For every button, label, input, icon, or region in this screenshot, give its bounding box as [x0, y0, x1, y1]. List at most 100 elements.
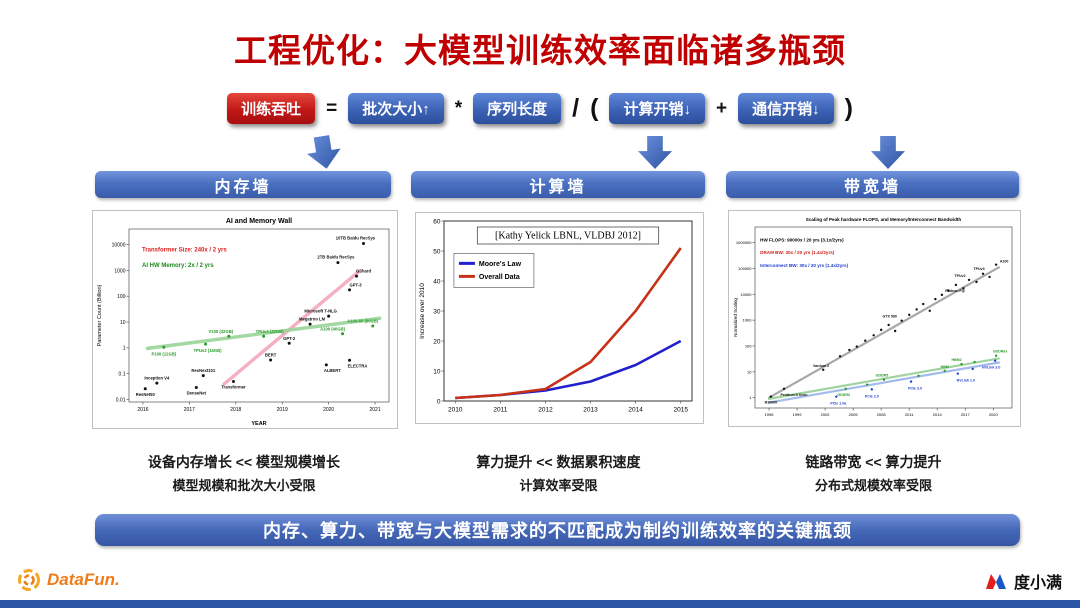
- svg-text:1999: 1999: [793, 412, 803, 417]
- svg-text:2014: 2014: [933, 412, 943, 417]
- svg-text:Transformer Size: 240x / 2 yrs: Transformer Size: 240x / 2 yrs: [142, 247, 227, 253]
- formula-row: 训练吞吐 = 批次大小↑ * 序列长度 / ( 计算开销↓ + 通信开销↓ ): [0, 93, 1080, 124]
- svg-text:TPUv3: TPUv3: [973, 267, 984, 271]
- svg-text:2012: 2012: [538, 407, 553, 414]
- svg-text:1000000: 1000000: [736, 240, 752, 245]
- datafun-logo: DataFun.: [16, 567, 120, 593]
- section-header-memory-wall: 内存墙: [95, 171, 391, 198]
- svg-text:60: 60: [433, 218, 441, 225]
- caption-memory-line2: 模型规模和批次大小受限: [172, 478, 316, 493]
- conclusion-banner: 内存、算力、带宽与大模型需求的不匹配成为制约训练效率的关键瓶颈: [95, 514, 1020, 546]
- svg-text:10000: 10000: [112, 242, 126, 248]
- svg-text:TPUv2: TPUv2: [954, 274, 965, 278]
- svg-text:Microsoft T-NLG: Microsoft T-NLG: [304, 309, 337, 314]
- svg-text:20: 20: [433, 338, 441, 345]
- svg-text:NVLink 3.0: NVLink 3.0: [982, 366, 1000, 370]
- duxiaoman-logo: 度小满: [984, 569, 1062, 593]
- svg-text:PCIe 1.0a: PCIe 1.0a: [830, 402, 847, 406]
- svg-text:HBM: HBM: [941, 365, 949, 369]
- svg-text:2013: 2013: [583, 407, 598, 414]
- svg-text:ResNext101: ResNext101: [191, 368, 215, 373]
- svg-text:2015: 2015: [673, 407, 688, 414]
- svg-text:[Kathy Yelick LBNL, VLDBJ 2012: [Kathy Yelick LBNL, VLDBJ 2012]: [495, 231, 641, 242]
- svg-text:Overall Data: Overall Data: [479, 274, 520, 281]
- caption-compute-wall: 算力提升 << 数据累积速度 计算效率受限: [415, 452, 702, 494]
- compute-wall-figure: 2010 2011 2012 2013 2014 2015 0 10 20 30 40 50 60 Inc…: [415, 212, 704, 424]
- duxiaoman-logo-icon: [985, 574, 1006, 589]
- down-arrow-memory-icon: [305, 134, 344, 172]
- svg-text:10TB Baidu RecSys: 10TB Baidu RecSys: [336, 235, 376, 240]
- op-divide: /: [572, 94, 580, 122]
- svg-text:2020: 2020: [989, 412, 999, 417]
- svg-text:Inception V4: Inception V4: [144, 376, 170, 381]
- svg-text:GDDR5: GDDR5: [876, 374, 889, 378]
- svg-text:Megatron LM: Megatron LM: [299, 317, 326, 322]
- svg-text:V100 (32GB): V100 (32GB): [208, 329, 233, 334]
- svg-text:30: 30: [433, 308, 441, 315]
- svg-text:2011: 2011: [905, 412, 914, 417]
- badge-sequence-length: 序列长度: [473, 93, 562, 124]
- svg-text:HBM2: HBM2: [951, 358, 961, 362]
- svg-text:A100: A100: [1000, 260, 1009, 264]
- svg-text:10: 10: [120, 320, 126, 326]
- svg-text:P100 (12GB): P100 (12GB): [151, 351, 176, 356]
- svg-text:Increase over 2010: Increase over 2010: [419, 283, 426, 339]
- svg-text:PCIe 3.0: PCIe 3.0: [908, 387, 922, 391]
- svg-text:2016: 2016: [137, 407, 148, 413]
- svg-text:0: 0: [437, 398, 441, 405]
- svg-text:0.01: 0.01: [116, 397, 126, 403]
- section-header-compute-wall: 计算墙: [411, 171, 705, 198]
- svg-text:1000: 1000: [743, 318, 753, 323]
- svg-text:10: 10: [433, 368, 441, 375]
- svg-text:Itanium 2: Itanium 2: [813, 364, 829, 368]
- svg-text:Transformer: Transformer: [221, 384, 246, 389]
- svg-text:100000: 100000: [738, 266, 752, 271]
- caption-compute-line2: 计算效率受限: [519, 478, 598, 493]
- svg-text:GTX 580: GTX 580: [883, 315, 897, 319]
- badge-train-throughput: 训练吞吐: [227, 93, 316, 124]
- badge-compute-overhead: 计算开销↓: [609, 93, 705, 124]
- svg-text:DRAM BW: 30x / 20 yrs (1.4x/2: DRAM BW: 30x / 20 yrs (1.4x/2yrs): [760, 250, 835, 255]
- svg-text:AI and Memory Wall: AI and Memory Wall: [226, 218, 292, 225]
- op-close-paren: ): [844, 94, 853, 122]
- svg-text:2002: 2002: [821, 412, 831, 417]
- op-open-paren: (: [590, 94, 599, 122]
- svg-text:DenseNet: DenseNet: [187, 391, 207, 396]
- svg-text:GDDR6x: GDDR6x: [993, 350, 1008, 354]
- down-arrow-compute-icon: [638, 136, 672, 169]
- datafun-logo-text: DataFun.: [47, 570, 120, 589]
- svg-text:2021: 2021: [370, 407, 381, 413]
- svg-text:2018: 2018: [230, 407, 241, 413]
- svg-text:1000: 1000: [114, 268, 125, 274]
- duxiaoman-logo-text: 度小满: [1013, 575, 1062, 592]
- svg-text:AI HW Memory: 2x / 2 yrs: AI HW Memory: 2x / 2 yrs: [142, 263, 214, 269]
- svg-text:BERT: BERT: [265, 352, 277, 357]
- svg-text:100: 100: [117, 294, 126, 300]
- svg-text:2011: 2011: [493, 407, 507, 414]
- bandwidth-wall-figure: Scaling of Peak hardware FLOPS, and Memo…: [728, 210, 1021, 427]
- caption-memory-wall: 设备内存增长 << 模型规模增长 模型规模和批次大小受限: [92, 452, 396, 494]
- svg-text:100: 100: [745, 344, 752, 349]
- svg-text:HW FLOPS: 90000x / 20 yrs (3.: HW FLOPS: 90000x / 20 yrs (3.1x/2yrs): [760, 237, 844, 242]
- svg-text:2017: 2017: [184, 407, 195, 413]
- datafun-logo-icon: [18, 569, 40, 591]
- svg-text:2020: 2020: [323, 407, 334, 413]
- compute-wall-chart: 2010 2011 2012 2013 2014 2015 0 10 20 30 40 50 60 Inc…: [416, 213, 703, 423]
- op-multiply: *: [454, 97, 463, 119]
- svg-text:A100 (40GB): A100 (40GB): [320, 326, 346, 331]
- badge-communication-overhead: 通信开销↓: [738, 93, 834, 124]
- svg-text:2019: 2019: [277, 407, 288, 413]
- svg-text:ResNet50: ResNet50: [136, 392, 156, 397]
- svg-text:Pentium II Xeon: Pentium II Xeon: [780, 393, 807, 397]
- svg-text:ALBERT: ALBERT: [324, 368, 341, 373]
- svg-text:Scaling of Peak hardware FLOPS: Scaling of Peak hardware FLOPS, and Memo…: [806, 217, 962, 222]
- svg-text:2005: 2005: [849, 412, 859, 417]
- svg-text:PCIe 2.0: PCIe 2.0: [865, 394, 879, 398]
- svg-text:TPUv3 (32GB): TPUv3 (32GB): [256, 329, 285, 334]
- svg-text:0.1: 0.1: [119, 372, 126, 378]
- svg-text:1: 1: [749, 395, 752, 400]
- svg-text:Radeon Fiji: Radeon Fiji: [945, 289, 964, 293]
- svg-text:2008: 2008: [877, 412, 887, 417]
- page-title: 工程优化：大模型训练效率面临诸多瓶颈: [234, 32, 846, 69]
